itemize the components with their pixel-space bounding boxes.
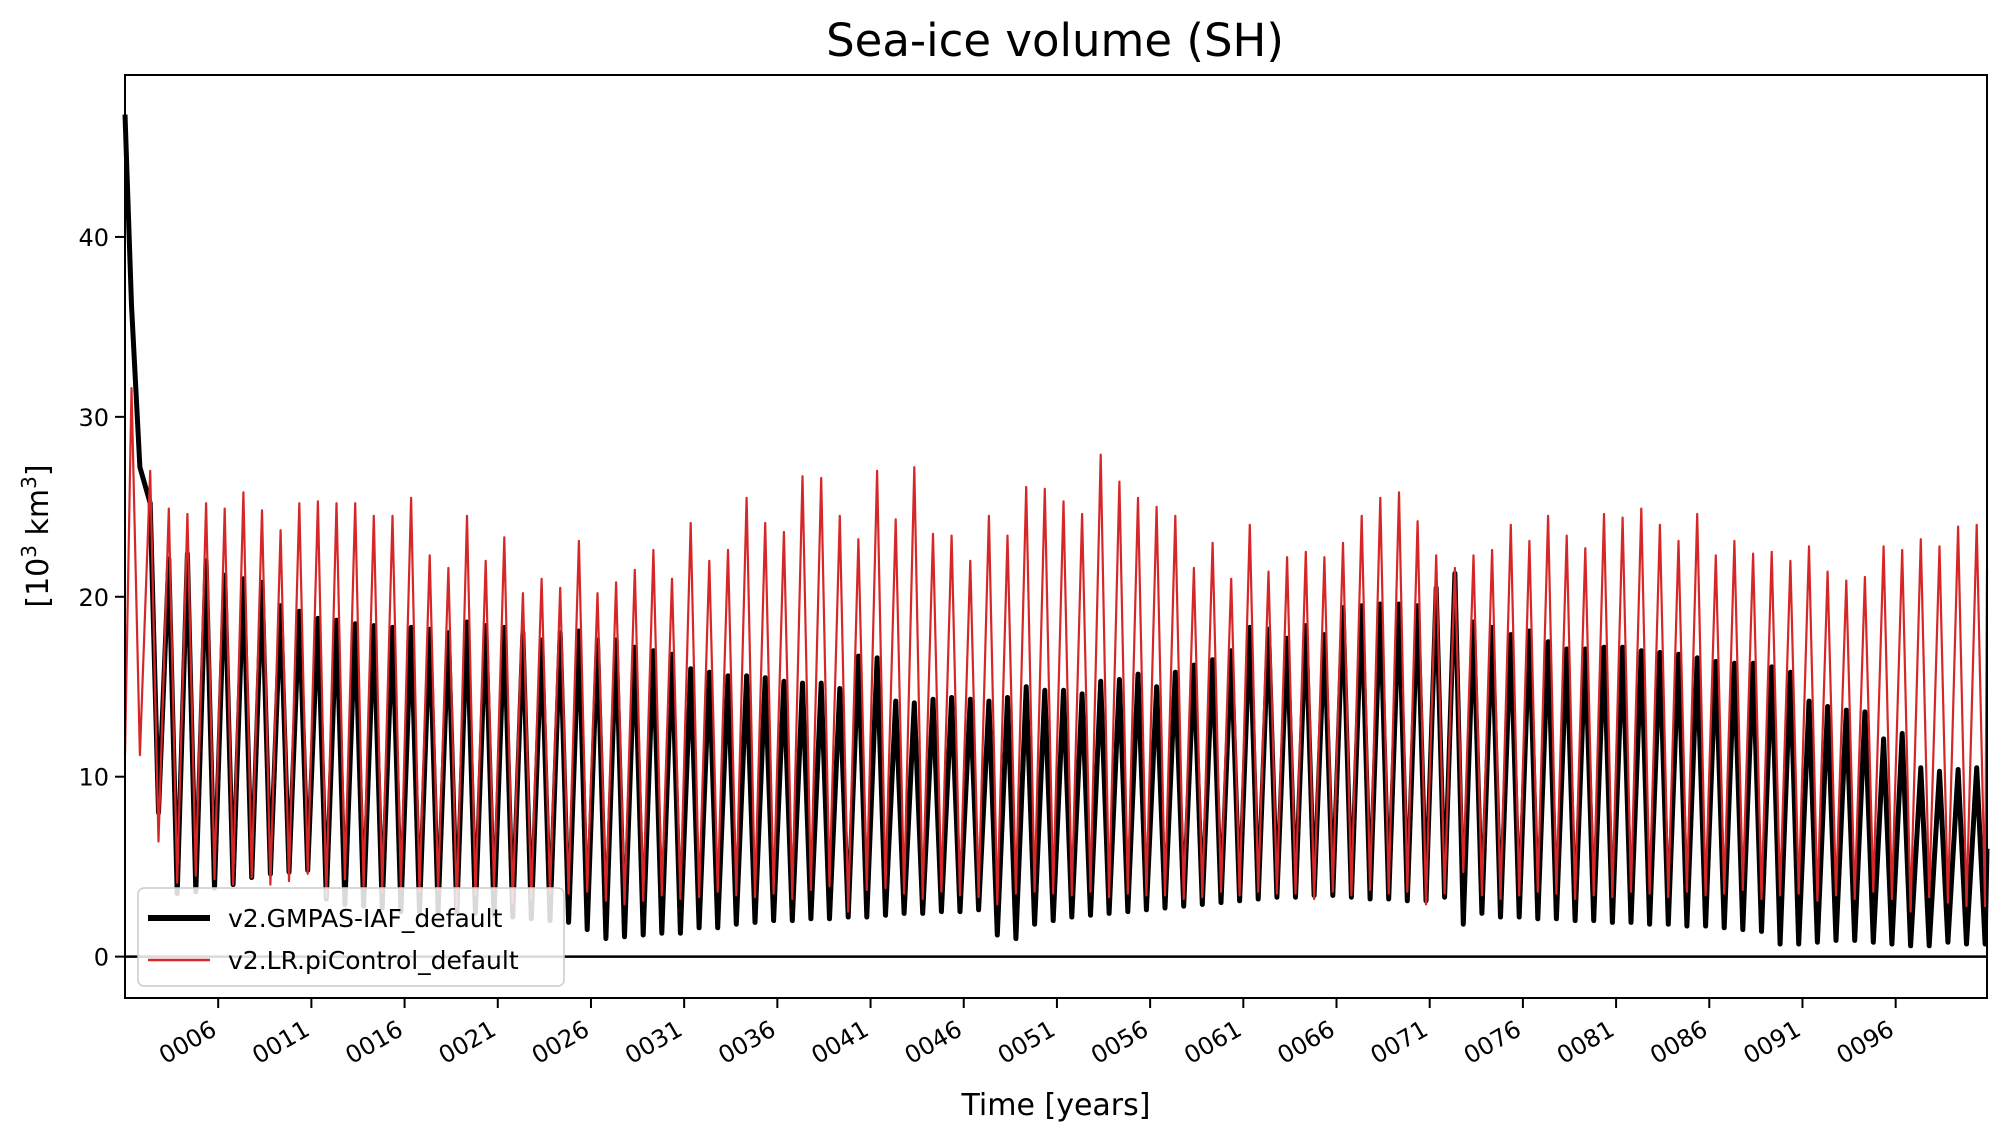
x-tick-label: 0011 <box>247 1015 314 1070</box>
x-tick-label: 0046 <box>900 1015 967 1070</box>
x-axis-label: Time [years] <box>961 1088 1151 1123</box>
x-tick-label: 0066 <box>1273 1015 1340 1070</box>
legend: v2.GMPAS-IAF_default v2.LR.piControl_def… <box>137 887 565 987</box>
x-tick-label: 0076 <box>1459 1015 1526 1070</box>
x-tick-label: 0026 <box>527 1015 594 1070</box>
x-tick-label: 0031 <box>620 1015 687 1070</box>
x-tick-label: 0081 <box>1552 1015 1619 1070</box>
y-axis-label-base: [10 <box>21 558 56 608</box>
x-tick-label: 0006 <box>154 1015 221 1070</box>
y-axis-label-sup2: 3 <box>17 476 41 489</box>
legend-label-gmpas: v2.GMPAS-IAF_default <box>228 904 503 933</box>
y-axis-label-sup1: 3 <box>17 545 41 558</box>
y-tick-label: 0 <box>94 944 109 972</box>
y-tick-label: 10 <box>78 764 109 792</box>
series-line-0 <box>122 114 1990 949</box>
x-tick-label: 0061 <box>1179 1015 1246 1070</box>
y-axis-label-mid: km <box>21 489 56 545</box>
x-tick-label: 0051 <box>993 1015 1060 1070</box>
x-tick-label: 0016 <box>341 1015 408 1070</box>
series-layer <box>122 114 1990 949</box>
x-tick-label: 0041 <box>807 1015 874 1070</box>
series-line-1 <box>123 387 1989 913</box>
x-tick-label: 0096 <box>1832 1015 1899 1070</box>
chart-title: Sea-ice volume (SH) <box>826 14 1284 67</box>
y-tick-label: 20 <box>78 584 109 612</box>
x-tick-label: 0056 <box>1086 1015 1153 1070</box>
x-tick-label: 0071 <box>1366 1015 1433 1070</box>
y-axis-label-end: ] <box>21 464 56 476</box>
x-tick-label: 0086 <box>1645 1015 1712 1070</box>
x-tick-label: 0036 <box>713 1015 780 1070</box>
plot-area <box>122 74 1990 999</box>
y-tick-label: 40 <box>78 224 109 252</box>
x-axis: 0006 0011 0016 0021 0026 0031 0036 0041 0046 0051… <box>154 998 1899 1070</box>
y-axis: 0 10 20 30 40 <box>78 224 125 972</box>
legend-label-picontrol: v2.LR.piControl_default <box>228 946 519 975</box>
y-axis-label: [103 km3] <box>17 464 56 607</box>
legend-box <box>137 887 565 987</box>
x-tick-label: 0021 <box>434 1015 501 1070</box>
y-tick-label: 30 <box>78 404 109 432</box>
x-tick-label: 0091 <box>1739 1015 1806 1070</box>
